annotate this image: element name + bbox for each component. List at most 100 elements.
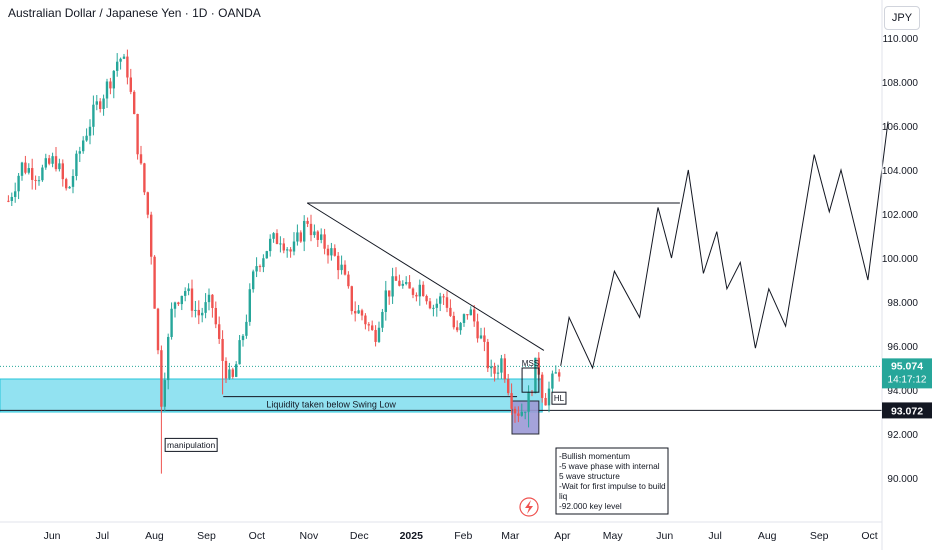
candle — [231, 367, 234, 379]
candle-body — [472, 309, 476, 322]
candle — [353, 301, 357, 322]
candle — [340, 255, 343, 275]
manipulation-box — [164, 437, 218, 452]
candle — [262, 254, 265, 273]
candle — [534, 357, 537, 394]
candle — [163, 372, 166, 412]
candle-body — [183, 291, 187, 296]
candle — [190, 279, 194, 318]
candle — [432, 304, 435, 317]
candle — [279, 236, 282, 253]
x-tick-label: Nov — [300, 530, 319, 542]
currency-button[interactable]: JPY — [884, 6, 920, 30]
candle-body — [489, 366, 493, 369]
candle — [136, 113, 139, 160]
candle-body — [544, 397, 547, 406]
candle — [370, 320, 374, 331]
candle — [58, 158, 61, 172]
candle — [241, 333, 245, 347]
candle-body — [7, 200, 10, 202]
y-tick-label: 104.000 — [882, 166, 919, 177]
candle-body — [333, 248, 336, 256]
candle-body — [476, 321, 479, 339]
candle — [7, 195, 10, 203]
candle-body — [129, 77, 132, 92]
candle-body — [306, 220, 309, 224]
candle-body — [149, 214, 153, 257]
candle — [404, 276, 408, 286]
candle-body — [153, 256, 156, 309]
candle — [149, 211, 153, 265]
candle — [265, 250, 268, 259]
candle-body — [391, 276, 394, 297]
y-tick-label: 102.000 — [882, 210, 919, 221]
candle — [415, 292, 418, 302]
y-tick-label: 96.000 — [887, 342, 918, 353]
candle-body — [292, 241, 296, 252]
candle — [214, 301, 217, 329]
candle — [544, 393, 547, 406]
candle — [54, 146, 58, 172]
candle-body — [323, 234, 326, 249]
candle-body — [438, 296, 442, 304]
candle-body — [132, 91, 136, 114]
candle-body — [432, 307, 435, 309]
candle-body — [442, 296, 445, 298]
candle-body — [370, 325, 374, 330]
candle — [173, 301, 177, 318]
candle-body — [81, 140, 85, 152]
candle-body — [387, 290, 391, 297]
candle-body — [486, 341, 489, 369]
candle-body — [364, 315, 367, 325]
candle — [248, 283, 251, 326]
candle-body — [527, 391, 530, 412]
candle — [421, 281, 425, 297]
candle — [34, 175, 37, 190]
candle — [143, 162, 146, 196]
manipulation-label: manipulation — [167, 440, 215, 450]
candle-body — [122, 56, 126, 59]
candle-body — [10, 196, 13, 201]
candle — [489, 359, 493, 377]
candle — [476, 313, 479, 343]
candle — [387, 290, 391, 305]
x-tick-label: 2025 — [400, 530, 424, 542]
candle-body — [71, 176, 75, 187]
candle — [64, 177, 68, 191]
y-tick-label: 108.000 — [882, 78, 919, 89]
candle — [204, 293, 207, 319]
candle — [408, 275, 411, 289]
y-tick-label: 98.000 — [887, 298, 918, 309]
candle-body — [520, 411, 523, 416]
candle-body — [496, 372, 500, 374]
candle-body — [248, 289, 251, 322]
candle-body — [190, 288, 194, 311]
candle — [95, 94, 98, 111]
candle-body — [170, 308, 173, 337]
candle — [401, 280, 404, 289]
descending-trendline — [306, 202, 545, 351]
candle-body — [200, 312, 204, 316]
candle-body — [146, 192, 149, 215]
x-tick-label: Jun — [44, 530, 61, 542]
candle — [554, 365, 557, 374]
candle-body — [326, 248, 330, 256]
candle-body — [30, 168, 34, 180]
candle — [234, 361, 238, 378]
analysis-note-box — [555, 447, 669, 515]
analysis-note-line: -Bullish momentum — [559, 451, 630, 461]
candle-body — [95, 101, 98, 105]
candle — [115, 53, 119, 77]
candle-body — [17, 175, 20, 192]
candle-body — [462, 314, 466, 323]
candle-body — [466, 314, 469, 316]
candle — [13, 182, 17, 203]
x-tick-label: Jul — [708, 530, 721, 542]
candle-body — [44, 158, 47, 168]
candle-body — [459, 322, 462, 331]
candle-body — [265, 251, 268, 259]
candle-body — [279, 243, 282, 245]
candle-body — [262, 258, 265, 268]
candle-body — [282, 243, 285, 251]
